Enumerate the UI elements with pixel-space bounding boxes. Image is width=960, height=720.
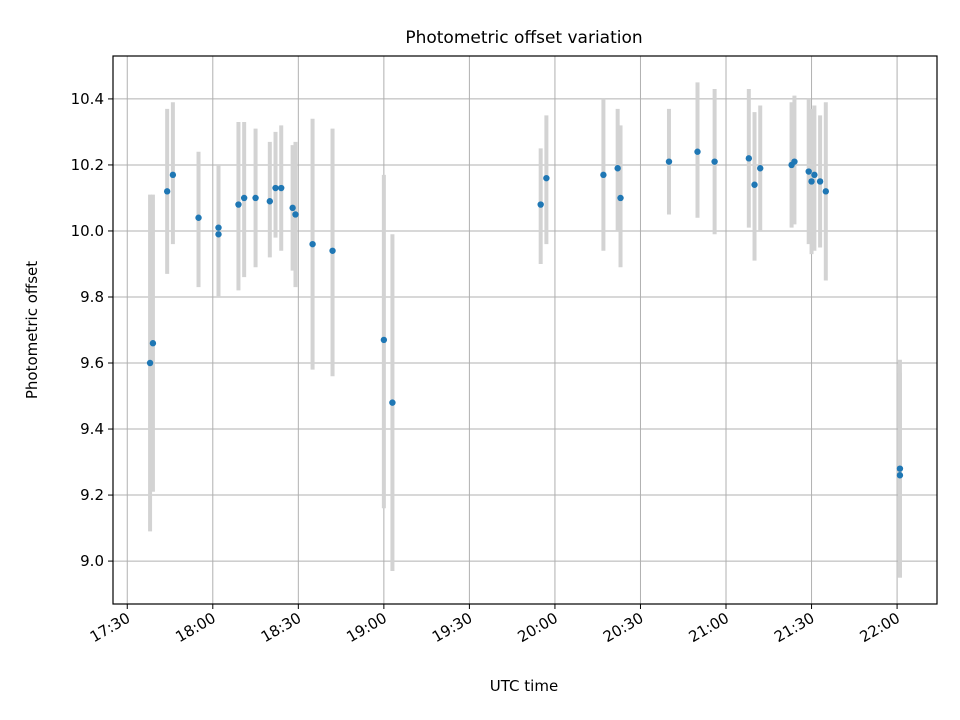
data-point [537, 201, 544, 208]
chart-title: Photometric offset variation [405, 28, 642, 48]
data-point [149, 340, 157, 347]
data-point [805, 168, 812, 175]
data-points [146, 148, 904, 479]
data-point [816, 178, 824, 185]
data-point [543, 174, 550, 182]
axes-frame [112, 55, 938, 605]
data-point [215, 231, 222, 238]
data-point [266, 198, 274, 205]
data-point [389, 399, 396, 406]
data-point [292, 211, 299, 218]
data-point [329, 247, 336, 254]
data-point [195, 214, 202, 221]
data-point [757, 165, 764, 172]
y-tick-label: 10.4 [71, 90, 104, 108]
y-tick-label: 9.4 [80, 420, 104, 438]
data-point [808, 178, 815, 185]
data-point [617, 194, 624, 202]
data-point [614, 165, 621, 172]
y-axis-label: Photometric offset [23, 261, 41, 399]
data-point [215, 224, 222, 231]
data-point [791, 158, 798, 165]
data-point [751, 181, 758, 188]
data-point [665, 158, 673, 165]
data-point [146, 359, 154, 367]
data-point [289, 204, 296, 212]
data-point [600, 171, 607, 179]
x-axis-label: UTC time [490, 677, 558, 695]
data-point [240, 194, 248, 202]
data-point [272, 184, 279, 192]
y-tick-label: 9.0 [80, 552, 104, 570]
y-tick-label: 10.0 [71, 222, 104, 240]
data-point [169, 171, 177, 179]
data-point [745, 155, 753, 162]
data-point [896, 472, 904, 479]
y-tick-label: 9.8 [80, 288, 104, 306]
data-point [278, 184, 285, 192]
data-point [811, 171, 818, 179]
data-point [309, 240, 316, 248]
y-tick-label: 9.2 [80, 486, 104, 504]
y-axis-ticks: 9.0 9.2 9.4 9.6 9.8 10.0 10.2 10.4 [71, 90, 113, 570]
data-point [252, 194, 259, 202]
data-point [822, 188, 830, 195]
data-point [235, 201, 242, 208]
y-tick-label: 10.2 [71, 156, 104, 174]
data-point [163, 188, 171, 195]
data-point [896, 465, 904, 472]
y-tick-label: 9.6 [80, 354, 104, 372]
data-point [694, 148, 701, 155]
data-point [711, 158, 718, 165]
data-point [380, 336, 388, 344]
